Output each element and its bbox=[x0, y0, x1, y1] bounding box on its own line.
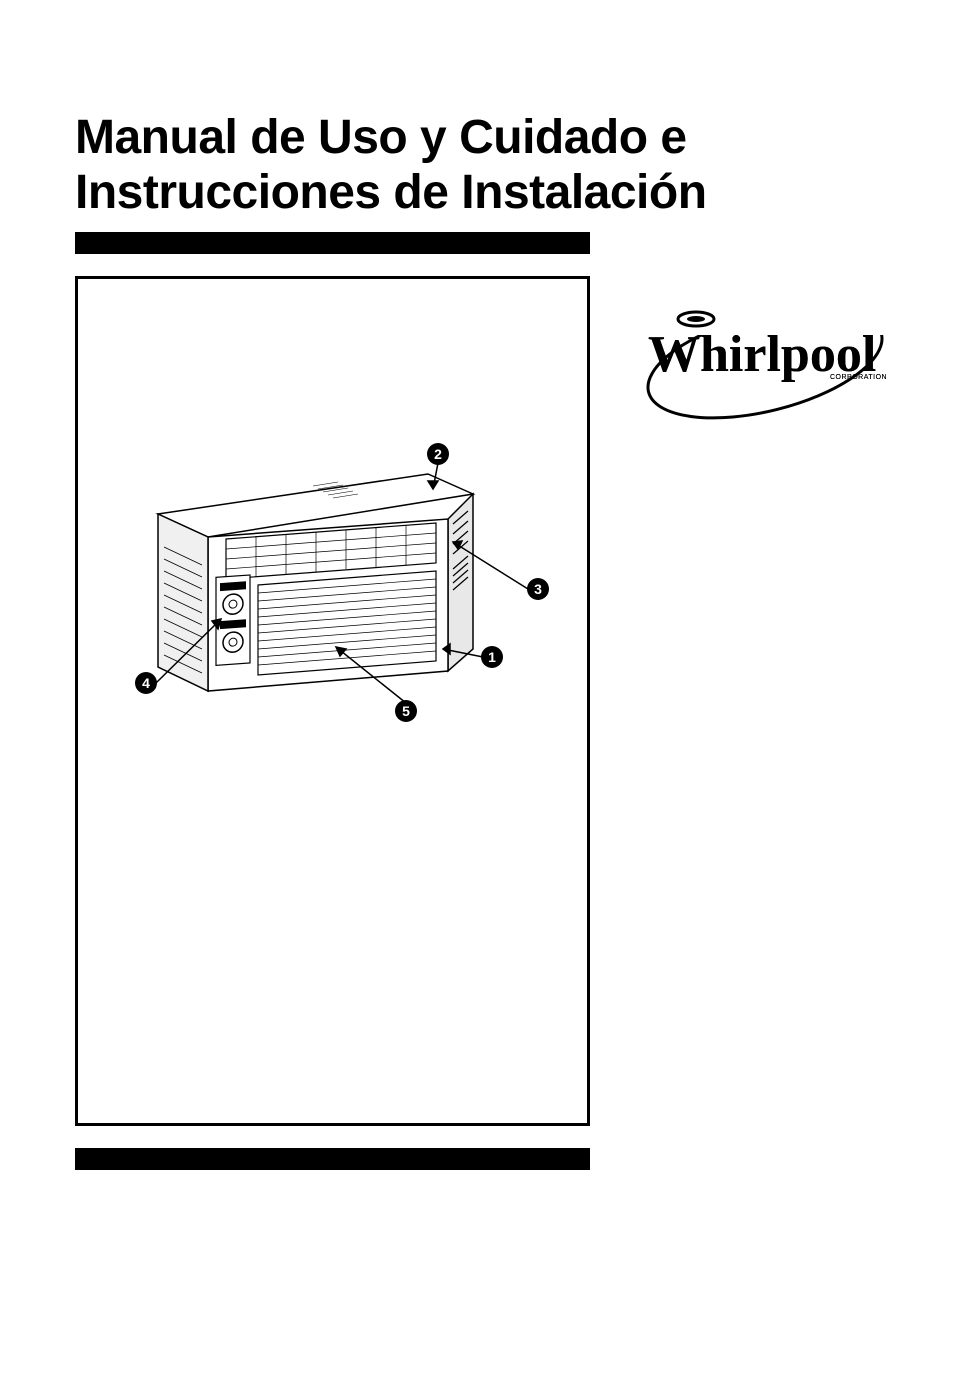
svg-text:2: 2 bbox=[434, 446, 442, 462]
callout-1: 1 bbox=[481, 646, 503, 668]
title-line-1: Manual de Uso y Cuidado e bbox=[75, 111, 687, 164]
whirlpool-logo-svg: Whirlpool CORPORATION Whirlpool CORPORAT… bbox=[640, 301, 900, 431]
svg-text:3: 3 bbox=[534, 581, 542, 597]
manual-title: Manual de Uso y Cuidado e Instrucciones … bbox=[75, 110, 879, 220]
callout-2: 2 bbox=[427, 443, 449, 465]
product-diagram-box: 1 2 3 4 5 bbox=[75, 276, 590, 1126]
svg-text:CORPORATION: CORPORATION bbox=[830, 374, 887, 381]
svg-text:1: 1 bbox=[488, 649, 496, 665]
brand-logo: Whirlpool CORPORATION Whirlpool CORPORAT… bbox=[640, 301, 900, 1126]
callout-4: 4 bbox=[135, 672, 157, 694]
callout-3: 3 bbox=[527, 578, 549, 600]
ac-unit-illustration bbox=[158, 474, 473, 691]
callout-5: 5 bbox=[395, 700, 417, 722]
product-diagram-svg: 1 2 3 4 5 bbox=[78, 279, 587, 1123]
svg-text:5: 5 bbox=[402, 703, 410, 719]
top-divider-bar bbox=[75, 232, 590, 254]
svg-text:4: 4 bbox=[142, 675, 150, 691]
bottom-divider-bar bbox=[75, 1148, 590, 1170]
title-line-2: Instrucciones de Instalación bbox=[75, 166, 707, 219]
